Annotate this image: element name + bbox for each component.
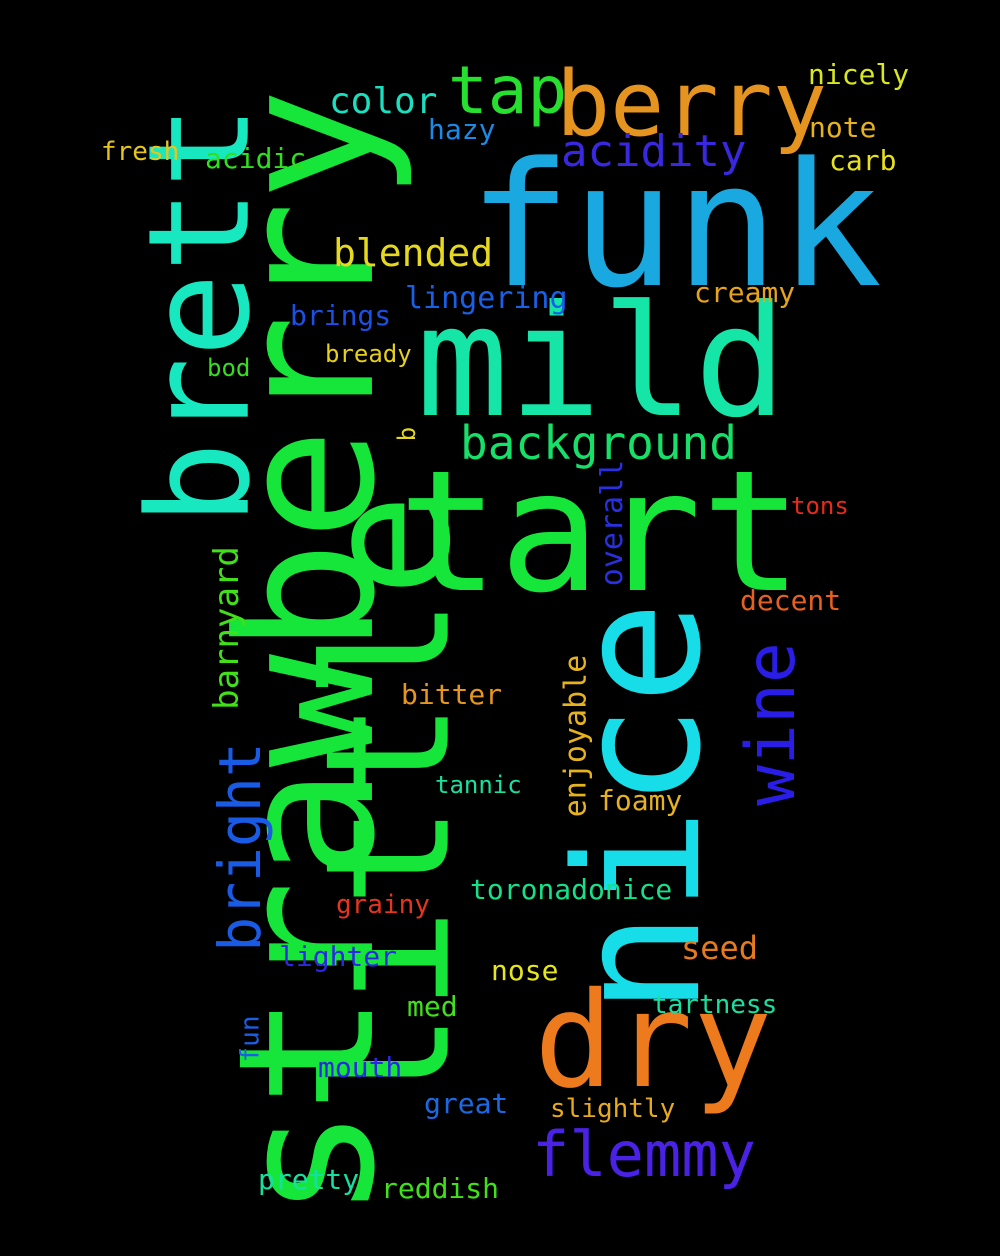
word-dry: dry (534, 964, 773, 1118)
word-reddish: reddish (381, 1172, 500, 1205)
word-color: color (329, 81, 438, 122)
word-bright: bright (205, 742, 274, 952)
word-med: med (407, 990, 458, 1023)
word-pretty: pretty (258, 1163, 360, 1196)
word-funk: funk (468, 125, 883, 326)
word-tannic: tannic (435, 771, 522, 799)
word-bready: bready (325, 340, 412, 368)
word-creamy: creamy (694, 276, 796, 309)
word-blended: blended (333, 231, 494, 275)
word-tart: tart (398, 434, 803, 630)
word-acidic: acidic (205, 142, 307, 175)
word-fun: fun (235, 1015, 266, 1063)
word-overall: overall (595, 459, 631, 587)
word-fresh: fresh (101, 137, 180, 167)
word-b: b (393, 426, 422, 442)
word-toronadonice: toronadonice (470, 873, 673, 906)
word-brings: brings (290, 299, 392, 332)
word-lighter: lighter (279, 940, 398, 973)
word-seed: seed (681, 929, 759, 967)
word-great: great (424, 1087, 509, 1120)
word-wine: wine (731, 642, 811, 806)
word-carb: carb (829, 144, 897, 177)
word-bod: bod (207, 354, 251, 382)
word-note: note (809, 111, 877, 144)
word-foamy: foamy (598, 784, 683, 817)
word-tartness: tartness (652, 990, 778, 1020)
word-background: background (460, 416, 737, 470)
word-slightly: slightly (550, 1094, 676, 1124)
word-decent: decent (740, 584, 842, 617)
word-hazy: hazy (428, 113, 496, 146)
word-nicely: nicely (808, 58, 910, 91)
word-mild: mild (416, 273, 787, 452)
word-grainy: grainy (336, 890, 430, 920)
word-barnyard: barnyard (206, 546, 247, 710)
word-lingering: lingering (405, 281, 568, 316)
word-tap: tap (448, 52, 568, 129)
word-berry: berry (556, 52, 827, 157)
word-tons: tons (791, 492, 849, 520)
word-enjoyable: enjoyable (558, 654, 594, 818)
word-acidity: acidity (561, 126, 747, 177)
word-bitter: bitter (401, 678, 503, 711)
word-flemmy: flemmy (532, 1118, 756, 1191)
word-mouth: mouth (318, 1051, 403, 1084)
word-nose: nose (491, 954, 559, 987)
